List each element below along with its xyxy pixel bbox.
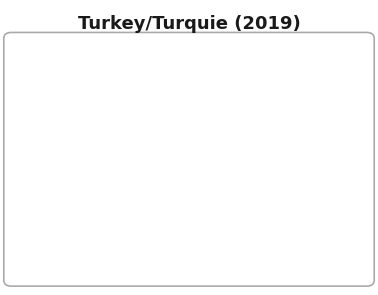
Text: 42,9%: 42,9% <box>64 188 100 198</box>
Text: 8,3%: 8,3% <box>233 218 262 228</box>
Text: Turkey/Turquie (2019): Turkey/Turquie (2019) <box>77 15 301 33</box>
Bar <box>146 201 183 216</box>
Text: 8,3%: 8,3% <box>150 204 179 213</box>
Bar <box>229 186 266 216</box>
Bar <box>64 155 101 230</box>
Bar <box>229 216 266 230</box>
Bar <box>146 216 183 230</box>
Bar <box>146 56 183 201</box>
Bar <box>64 56 101 155</box>
Text: 8,3%: 8,3% <box>150 218 179 228</box>
Bar <box>229 56 266 186</box>
Bar <box>311 185 349 219</box>
Text: 75,0%: 75,0% <box>229 116 265 126</box>
Text: 83,3%: 83,3% <box>147 124 183 134</box>
Text: 57,1%: 57,1% <box>64 101 100 111</box>
Text: 16,7%: 16,7% <box>229 196 265 206</box>
Bar <box>311 219 349 230</box>
Text: 19,4%: 19,4% <box>312 197 348 207</box>
Text: 74,2%: 74,2% <box>312 115 348 125</box>
Bar <box>311 56 349 185</box>
Text: 6,5%: 6,5% <box>316 219 344 230</box>
